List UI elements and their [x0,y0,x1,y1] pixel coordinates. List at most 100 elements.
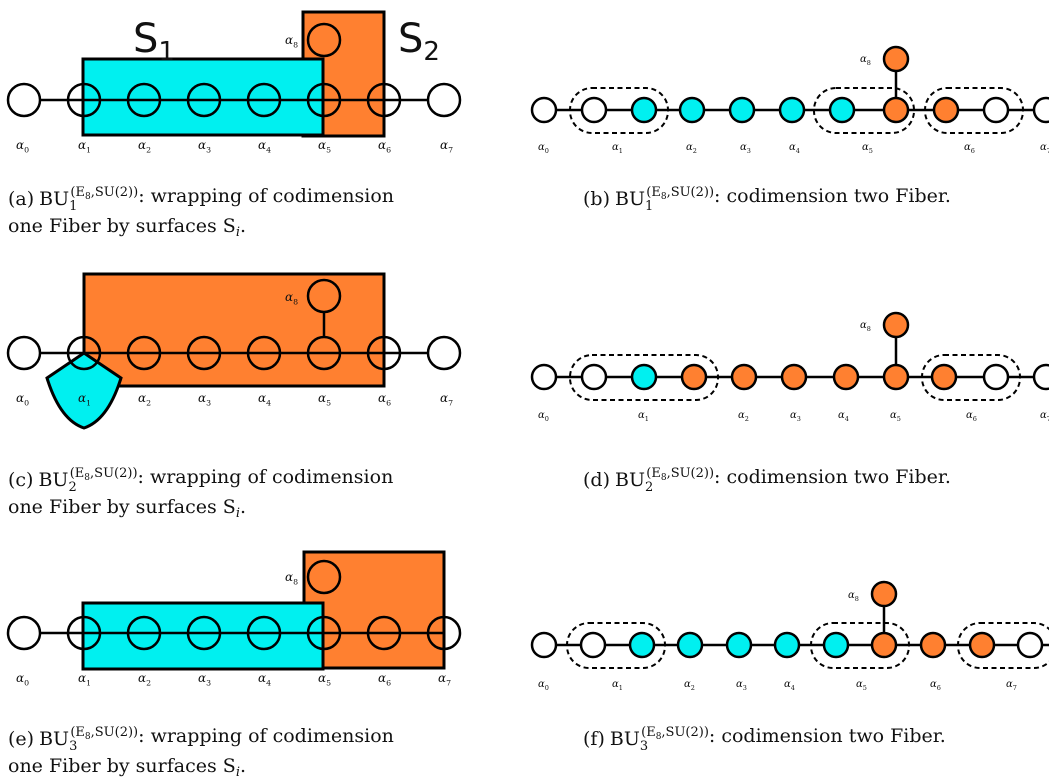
alpha-label-1: α1 [78,138,91,155]
alpha-label-2: α2 [138,671,151,688]
alpha-label-6: α6 [378,391,391,408]
node-alpha0 [6,335,42,371]
node [778,96,806,124]
alpha-labels-c: α0 α1 α2 α3 α4 α5 α6 α7 α8 [16,290,453,408]
node-alpha7 [426,615,462,651]
alpha-label-0: α0 [16,138,29,155]
alpha-label-6: α6 [930,679,941,692]
dashed-group-1 [569,87,669,134]
alpha-label-3: α3 [198,138,211,155]
alpha-label-6: α6 [378,138,391,155]
alpha-label-6: α6 [378,671,391,688]
node-alpha6 [366,82,402,118]
alpha-label-2: α2 [738,410,749,423]
alpha-label-0: α0 [538,142,549,155]
node-alpha2 [126,335,162,371]
alpha-label-7: α7 [1006,679,1017,692]
node [678,96,706,124]
dashed-group-1 [566,622,666,669]
caption-c: (c) BU2(E8,SU(2)): wrapping of codimensio… [8,466,393,495]
node [530,96,558,124]
alpha-label-1: α1 [78,391,91,408]
node-alpha8 [882,45,910,73]
node [968,631,996,659]
alpha-label-4: α4 [258,671,271,688]
panel-e: α0 α1 α2 α3 α4 α5 α6 α7 α8 [6,550,462,688]
alpha-label-5: α5 [318,138,331,155]
alpha-labels-f: α0 α1 α2 α3 α4 α5 α6 α7 α8 [538,590,1017,692]
node [728,96,756,124]
node [579,631,607,659]
node [828,96,856,124]
node-alpha3 [186,82,222,118]
node [982,96,1010,124]
node [870,631,898,659]
caption-a: (a) BU1(E8,SU(2)): wrapping of codimensio… [8,185,394,214]
node [822,631,850,659]
node [530,631,558,659]
caption-a-line2: one Fiber by surfaces Si. [8,215,246,240]
node-alpha2 [126,615,162,651]
alpha-label-0: α0 [538,410,549,423]
node [630,96,658,124]
node [882,96,910,124]
node-alpha3 [186,335,222,371]
alpha-label-5: α5 [318,671,331,688]
node [530,363,558,391]
label-s2: S2 [398,16,440,67]
caption-d: (d) BU2(E8,SU(2)): codimension two Fiber. [583,466,951,495]
node [982,363,1010,391]
node [1032,363,1049,391]
alpha-label-0: α0 [16,671,29,688]
panel-d: α0 α1 α2 α3 α4 α5 α6 α7 α8 [530,311,1049,423]
alpha-label-8: α8 [860,54,871,67]
node-alpha0 [6,615,42,651]
node [580,96,608,124]
surface-alpha1-shield [45,351,123,430]
dashed-group-3 [957,622,1049,669]
node-alpha4 [246,82,282,118]
node-alpha1 [66,335,102,371]
node [832,363,860,391]
node-alpha8 [306,22,342,58]
alpha-label-3: α3 [740,142,751,155]
caption-f: (f) BU3(E8,SU(2)): codimension two Fiber. [583,725,946,754]
alpha-label-3: α3 [198,671,211,688]
node [680,363,708,391]
panel-c: α0 α1 α2 α3 α4 α5 α6 α7 α8 [6,272,462,430]
alpha-label-2: α2 [138,391,151,408]
node [725,631,753,659]
alpha-label-2: α2 [686,142,697,155]
node [676,631,704,659]
node-alpha4 [246,615,282,651]
caption-e: (e) BU3(E8,SU(2)): wrapping of codimensio… [8,725,394,754]
label-s1: S1 [133,16,175,67]
surface-s1-rect [81,601,325,671]
alpha-label-3: α3 [198,391,211,408]
alpha-label-7: α7 [1040,142,1049,155]
alpha-label-7: α7 [1040,410,1049,423]
panel-a: S1 S2 α0 α1 α2 α3 α4 α5 α6 α7 α8 [6,10,462,155]
node-alpha0 [6,82,42,118]
dashed-group-2 [813,87,915,134]
alpha-label-5: α5 [318,391,331,408]
alpha-label-5: α5 [890,410,901,423]
alpha-label-6: α6 [964,142,975,155]
alpha-label-7: α7 [438,671,451,688]
alpha-label-5: α5 [856,679,867,692]
alpha-label-8: α8 [848,590,859,603]
node-alpha3 [186,615,222,651]
node [1016,631,1044,659]
node-alpha4 [246,335,282,371]
alpha-label-5: α5 [862,142,873,155]
alpha-labels-d: α0 α1 α2 α3 α4 α5 α6 α7 α8 [538,320,1049,423]
node [630,363,658,391]
alpha-label-4: α4 [789,142,800,155]
alpha-label-3: α3 [736,679,747,692]
dashed-group-3 [924,87,1024,134]
panel-f: α0 α1 α2 α3 α4 α5 α6 α7 α8 [530,580,1049,692]
alpha-label-7: α7 [440,138,453,155]
alpha-label-1: α1 [612,679,623,692]
node-alpha8 [306,559,342,595]
alpha-label-4: α4 [258,391,271,408]
